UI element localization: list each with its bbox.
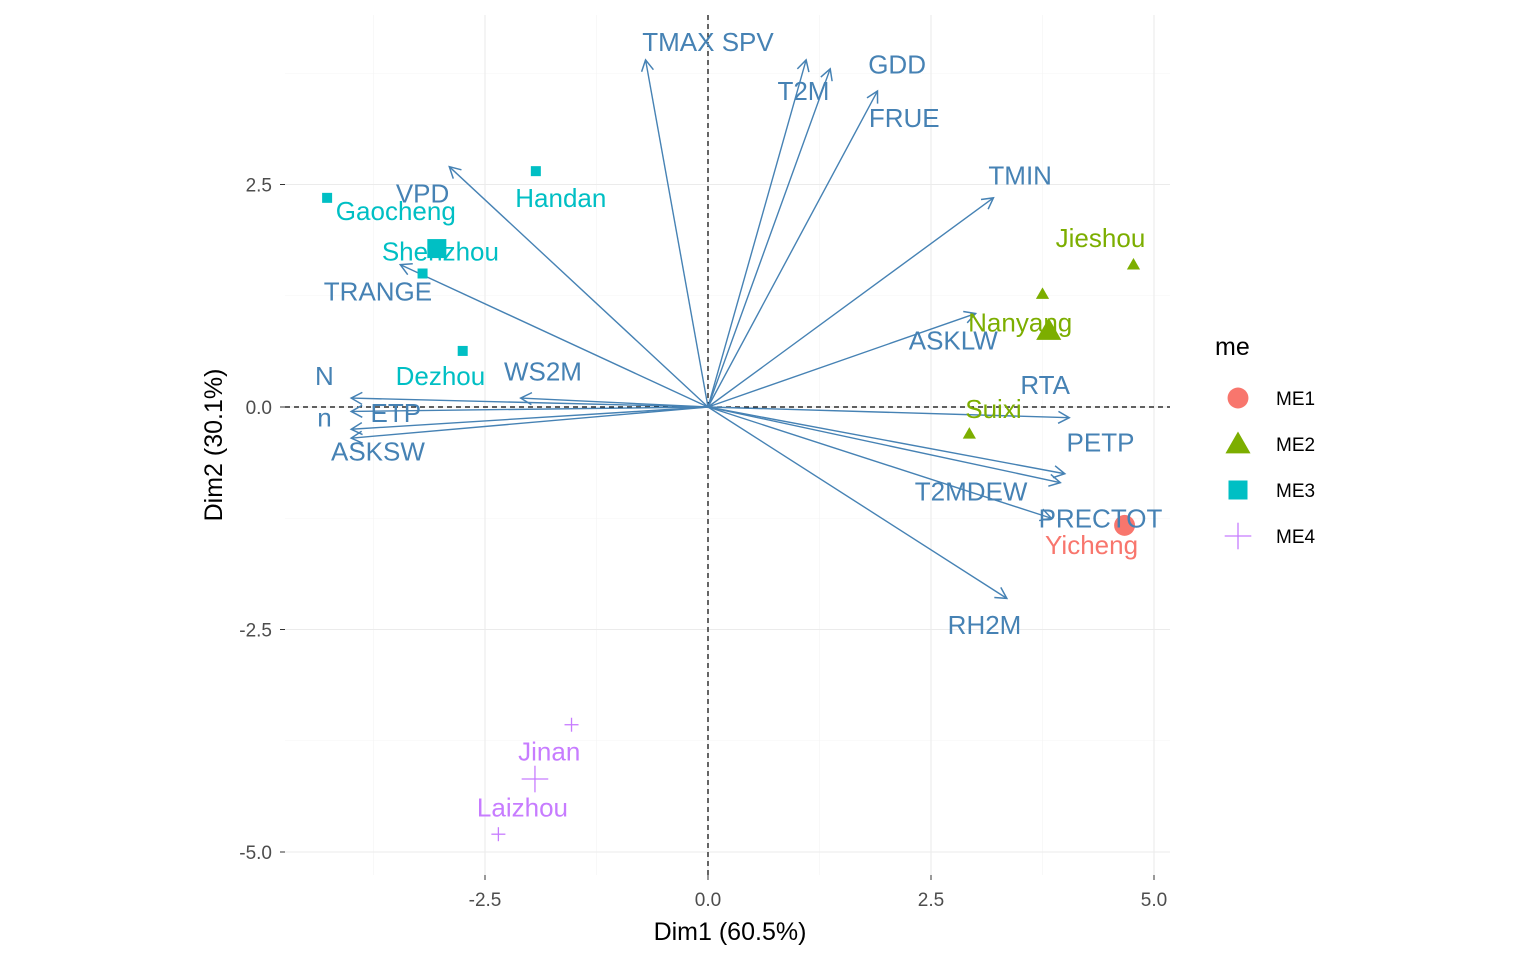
point-laizhou xyxy=(491,827,506,842)
centroid-me3 xyxy=(427,239,447,259)
variable-arrow-trange xyxy=(398,263,709,408)
grid xyxy=(285,15,1170,875)
variable-label-t2mdew: T2MDEW xyxy=(915,477,1028,507)
centroid-me2 xyxy=(1036,317,1062,340)
individual-label-yicheng: Yicheng xyxy=(1045,530,1138,560)
centroid-me4 xyxy=(521,765,549,793)
x-tick-label: -2.5 xyxy=(469,890,502,911)
legend-item-me3: ME3 xyxy=(1228,480,1315,502)
legend-key-me4 xyxy=(1224,522,1252,550)
individual-points xyxy=(322,166,1141,842)
variable-label-gdd: GDD xyxy=(868,49,926,79)
point-handan xyxy=(530,166,541,177)
variable-arrow-ws2m xyxy=(519,391,709,408)
variable-arrow-asklw xyxy=(707,310,978,408)
legend-title: me xyxy=(1215,333,1250,361)
variable-label-n: n xyxy=(317,403,331,433)
legend-key-me3 xyxy=(1228,480,1248,500)
variable-label-etp: ETP xyxy=(371,398,422,428)
variable-label-prectot: PRECTOT xyxy=(1039,503,1163,533)
variable-label-vpd: VPD xyxy=(396,178,449,208)
variable-arrow-petp xyxy=(707,406,1067,479)
variable-label-tmin: TMIN xyxy=(988,161,1052,191)
individual-label-gaocheng: Gaocheng xyxy=(336,196,456,226)
point-nanyang xyxy=(1035,287,1050,299)
variable-arrow-t2m xyxy=(707,58,810,408)
variable-label-t2m: T2M xyxy=(777,76,829,106)
variable-arrow-n xyxy=(349,406,709,436)
legend-item-me2: ME2 xyxy=(1225,431,1315,456)
individual-label-nanyang: Nanyang xyxy=(968,307,1072,337)
variable-label-rta: RTA xyxy=(1020,370,1070,400)
x-tick-label: 5.0 xyxy=(1141,890,1167,911)
variable-label-ws2m: WS2M xyxy=(504,356,582,386)
y-axis-title: Dim2 (30.1%) xyxy=(200,369,228,522)
point-jieshou xyxy=(1126,258,1141,270)
legend-item-me4: ME4 xyxy=(1224,522,1316,550)
individual-label-jinan: Jinan xyxy=(518,736,580,766)
centroid-me1 xyxy=(1114,514,1136,536)
variable-label-asklw: ASKLW xyxy=(909,325,999,355)
variable-arrow-asksw xyxy=(349,406,709,444)
variable-arrow-rh2m xyxy=(707,406,1009,600)
individual-label-jieshou: Jieshou xyxy=(1056,223,1146,253)
x-tick-label: 0.0 xyxy=(695,890,721,911)
point-dezhou xyxy=(457,345,468,356)
y-tick-label: 2.5 xyxy=(246,176,272,197)
variable-label-asksw: ASKSW xyxy=(331,437,425,467)
axes: Dim1 (60.5%) Dim2 (30.1%) -2.5 0.0 2.5 5.0 -… xyxy=(200,176,1167,947)
point-shenzhou xyxy=(417,268,428,279)
variable-arrow-frue xyxy=(707,89,879,408)
y-tick-label: 0.0 xyxy=(246,398,272,419)
variable-arrow-t2mdew xyxy=(707,406,1062,487)
x-axis-title: Dim1 (60.5%) xyxy=(654,918,807,946)
individual-label-laizhou: Laizhou xyxy=(477,793,568,823)
variable-arrow-rta xyxy=(707,406,1071,425)
variable-arrows xyxy=(349,58,1071,600)
individual-label-shenzhou: Shenzhou xyxy=(382,236,499,266)
y-tick-label: -2.5 xyxy=(239,621,272,642)
variable-label-n: N xyxy=(315,361,334,391)
legend-label-me2: ME2 xyxy=(1276,435,1315,456)
point-jinan xyxy=(564,717,579,732)
variable-arrow-etp xyxy=(349,404,709,418)
variable-label-petp: PETP xyxy=(1067,428,1135,458)
legend-label-me3: ME3 xyxy=(1276,481,1315,502)
point-gaocheng xyxy=(322,192,333,203)
variable-arrow-tmin xyxy=(707,196,995,408)
legend-item-me1: ME1 xyxy=(1227,387,1315,410)
legend-key-me2 xyxy=(1225,431,1251,454)
variable-arrow-gdd xyxy=(707,67,833,408)
legend-key-me1 xyxy=(1227,387,1249,409)
variable-arrow-vpd xyxy=(448,165,709,408)
x-tick-label: 2.5 xyxy=(918,890,944,911)
variable-arrow-prectot xyxy=(707,406,1053,522)
variable-label-frue: FRUE xyxy=(869,103,940,133)
y-tick-label: -5.0 xyxy=(239,843,272,864)
individual-label-handan: Handan xyxy=(515,183,606,213)
individual-label-dezhou: Dezhou xyxy=(396,361,486,391)
legend: me ME1 ME2 ME3 ME4 xyxy=(1215,333,1316,550)
variable-label-trange: TRANGE xyxy=(324,276,432,306)
legend-label-me1: ME1 xyxy=(1276,389,1315,410)
legend-label-me4: ME4 xyxy=(1276,527,1316,548)
point-suixi xyxy=(962,427,976,439)
individual-label-suixi: Suixi xyxy=(965,394,1021,424)
variable-label-rh2m: RH2M xyxy=(948,610,1022,640)
variable-arrow-tmax-spv xyxy=(640,58,709,408)
variable-label-tmax-spv: TMAX SPV xyxy=(642,27,774,57)
